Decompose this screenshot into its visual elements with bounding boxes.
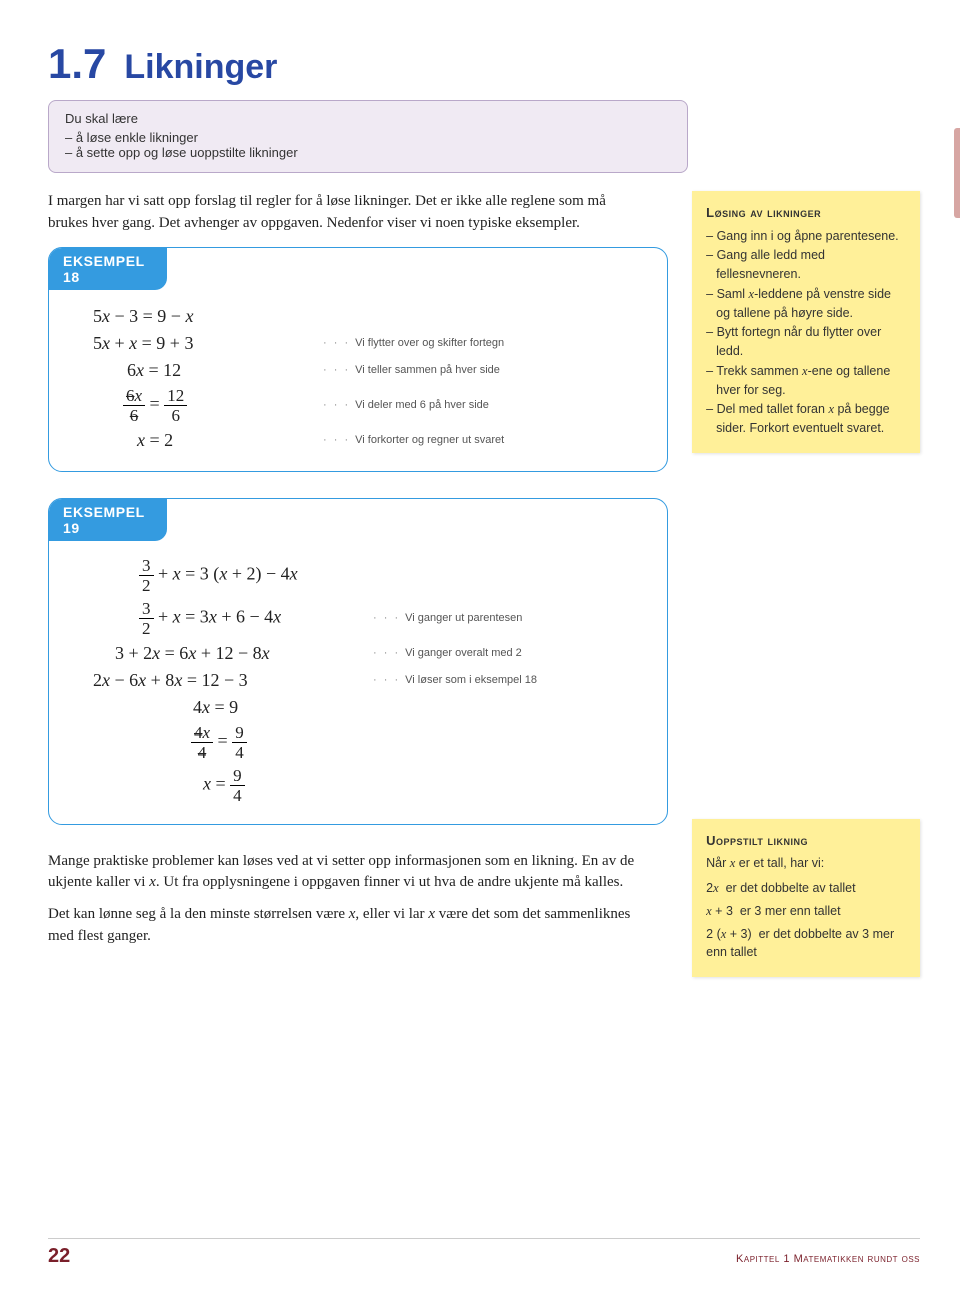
eq18-note1: Vi flytter over og skifter fortegn (323, 337, 504, 349)
sticky1-item: – Gang inn i og åpne parentesene. (706, 227, 906, 246)
goals-item: – å løse enkle likninger (65, 130, 671, 145)
eq19-step3: 3 + 2x = 6x + 12 − 8x (93, 643, 373, 664)
page-tab-indicator (954, 128, 960, 218)
eq18-step3: 6x = 12 (93, 360, 323, 381)
page-footer: 22 Kapittel 1 Matematikken rundt oss (48, 1238, 920, 1268)
section-title: Likninger (124, 48, 277, 87)
chapter-label: Kapittel 1 Matematikken rundt oss (736, 1253, 920, 1265)
example-18-box: Eksempel 18 5x − 3 = 9 − x 5x + x = 9 + … (48, 247, 668, 472)
sticky1-item: – Gang alle ledd med fellesnevneren. (706, 246, 906, 284)
sticky1-item: – Trekk sammen x-ene og tallene hver for… (706, 362, 906, 400)
eq18-note2: Vi teller sammen på hver side (323, 364, 500, 376)
eq19-step5: 4x = 9 (93, 697, 373, 718)
sticky2-item: x + 3 er 3 mer enn tallet (706, 902, 906, 921)
eq19-note3: Vi løser som i eksempel 18 (373, 674, 537, 686)
sticky2-item: 2 (x + 3) er det dobbelte av 3 mer enn t… (706, 925, 906, 963)
eq18-step5: x = 2 (93, 430, 323, 451)
eq19-note1: Vi ganger ut parentesen (373, 612, 522, 624)
goals-item: – å sette opp og løse uoppstilte likning… (65, 145, 671, 160)
sticky1-title: Løsing av likninger (706, 203, 906, 223)
learning-goals-box: Du skal lære – å løse enkle likninger – … (48, 100, 688, 173)
sticky2-item: 2x er det dobbelte av tallet (706, 879, 906, 898)
eq19-step6: 4x4 = 94 (93, 724, 373, 761)
sticky2-title: Uoppstilt likning (706, 831, 906, 851)
eq18-step1: 5x − 3 = 9 − x (93, 306, 323, 327)
closing-text: Mange praktiske problemer kan løses ved … (48, 851, 658, 948)
eq19-step1: 32 + x = 3 (x + 2) − 4x (93, 557, 373, 594)
sticky2-intro: Når x er et tall, har vi: (706, 854, 906, 873)
eq19-step7: x = 94 (93, 767, 373, 804)
side-column: Løsing av likninger – Gang inn i og åpne… (692, 191, 920, 1003)
closing-p2: Det kan lønne seg å la den minste større… (48, 904, 658, 948)
section-header: 1.7 Likninger (48, 40, 920, 88)
eq18-step2: 5x + x = 9 + 3 (93, 333, 323, 354)
sticky1-item: – Del med tallet foran x på begge sider.… (706, 400, 906, 438)
eq19-note2: Vi ganger overalt med 2 (373, 647, 522, 659)
eq19-step2: 32 + x = 3x + 6 − 4x (93, 600, 373, 637)
closing-p1: Mange praktiske problemer kan løses ved … (48, 851, 658, 895)
sticky1-item: – Saml x-leddene på venstre side og tall… (706, 285, 906, 323)
example-19-box: Eksempel 19 32 + x = 3 (x + 2) − 4x 32 +… (48, 498, 668, 825)
section-number: 1.7 (48, 40, 106, 88)
sticky-note-unposed: Uoppstilt likning Når x er et tall, har … (692, 819, 920, 977)
eq18-note4: Vi forkorter og regner ut svaret (323, 434, 504, 446)
page-number: 22 (48, 1245, 70, 1268)
sticky1-item: – Bytt fortegn når du flytter over ledd. (706, 323, 906, 361)
example-18-header: Eksempel 18 (49, 248, 167, 290)
sticky-note-solving: Løsing av likninger – Gang inn i og åpne… (692, 191, 920, 453)
intro-paragraph: I margen har vi satt opp forslag til reg… (48, 191, 648, 235)
eq19-step4: 2x − 6x + 8x = 12 − 3 (93, 670, 373, 691)
main-column: I margen har vi satt opp forslag til reg… (48, 191, 672, 958)
example-19-header: Eksempel 19 (49, 499, 167, 541)
goals-title: Du skal lære (65, 111, 671, 126)
eq18-note3: Vi deler med 6 på hver side (323, 399, 489, 411)
eq18-step4: 6x6 = 126 (93, 387, 323, 424)
